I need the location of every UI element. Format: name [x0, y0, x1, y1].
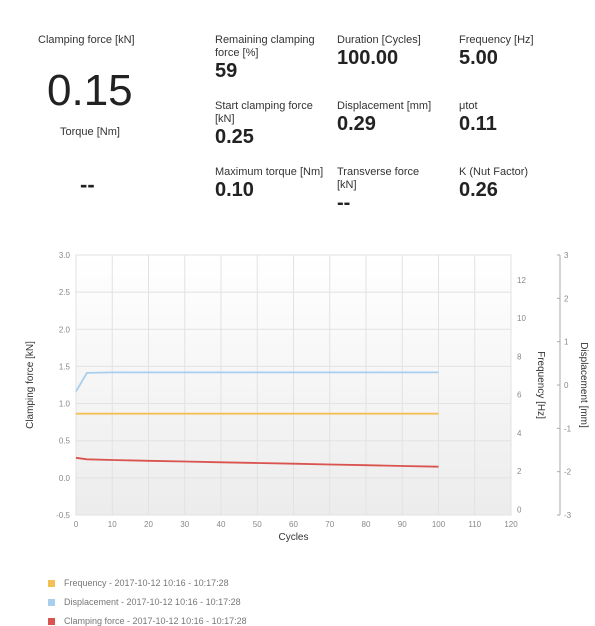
maximum-torque-value: 0.10 — [215, 179, 254, 201]
metric-k-nut-factor: K (Nut Factor) 0.26 — [459, 166, 569, 201]
metric-mu-tot: μtot 0.11 — [459, 100, 569, 135]
displacement-label: Displacement [mm] — [337, 100, 432, 112]
series-line-displacement — [75, 371, 439, 392]
k-nut-factor-label: K (Nut Factor) — [459, 166, 529, 178]
metric-maximum-torque: Maximum torque [Nm] 0.10 — [215, 166, 325, 201]
remaining-clamping-force-label: Remaining clamping force [%] — [215, 34, 315, 59]
y-right2-tick-label: 2 — [564, 294, 569, 303]
y-right2-tick-label: -2 — [564, 468, 572, 477]
y-right1-tick-label: 10 — [517, 314, 526, 323]
k-nut-factor-value: 0.26 — [459, 179, 498, 201]
x-tick-label: 110 — [468, 520, 481, 529]
x-tick-label: 0 — [74, 520, 79, 529]
metric-remaining-clamping-force: Remaining clamping force [%] 59 — [215, 34, 325, 82]
metric-transverse-force: Transverse force [kN] -- — [337, 166, 437, 214]
y-right1-tick-label: 4 — [517, 429, 522, 438]
y-left-tick-label: 2.5 — [59, 288, 71, 297]
remaining-clamping-force-value: 59 — [215, 60, 238, 82]
mu-tot-value: 0.11 — [459, 113, 497, 135]
metric-start-clamping-force: Start clamping force [kN] 0.25 — [215, 100, 325, 148]
start-clamping-force-label: Start clamping force [kN] — [215, 100, 313, 125]
mu-tot-label: μtot — [459, 100, 478, 112]
y-left-tick-label: -0.5 — [56, 511, 70, 520]
legend-item-clamping-force[interactable]: Clamping force - 2017-10-12 10:16 - 10:1… — [48, 616, 247, 626]
y-right2-tick-label: -3 — [564, 511, 572, 520]
x-tick-label: 100 — [432, 520, 446, 529]
x-tick-label: 80 — [362, 520, 371, 529]
y-right2-tick-label: -1 — [564, 424, 572, 433]
x-tick-label: 50 — [253, 520, 262, 529]
legend-label-frequency: Frequency - 2017-10-12 10:16 - 10:17:28 — [64, 578, 229, 588]
metric-torque: Torque [Nm] — [60, 126, 120, 139]
x-tick-label: 60 — [289, 520, 298, 529]
clamping-force-label: Clamping force [kN] — [38, 34, 135, 46]
x-tick-label: 120 — [504, 520, 518, 529]
duration-label: Duration [Cycles] — [337, 34, 421, 46]
displacement-value: 0.29 — [337, 113, 376, 135]
y-right1-tick-label: 8 — [517, 352, 522, 361]
y-left-tick-label: 3.0 — [59, 251, 71, 260]
start-clamping-force-value: 0.25 — [215, 126, 254, 148]
y-right2-tick-label: 3 — [564, 251, 569, 260]
duration-value: 100.00 — [337, 47, 399, 69]
y-right1-tick-label: 6 — [517, 391, 522, 400]
transverse-force-value: -- — [337, 192, 351, 214]
y-right1-tick-label: 12 — [517, 276, 526, 285]
chart: 0 10 20 30 40 50 60 70 80 90 100 110 1203.02.52.01.5… — [25, 251, 589, 543]
legend-swatch-frequency — [48, 579, 55, 587]
clamping-force-value: 0.15 — [47, 66, 133, 115]
legend-item-frequency[interactable]: Frequency - 2017-10-12 10:16 - 10:17:28 — [48, 578, 229, 588]
frequency-value: 5.00 — [459, 47, 498, 69]
metric-duration: Duration [Cycles] 100.00 — [337, 34, 452, 69]
legend-label-clamping-force: Clamping force - 2017-10-12 10:16 - 10:1… — [64, 616, 247, 626]
frequency-label: Frequency [Hz] — [459, 34, 534, 46]
x-tick-label: 10 — [108, 520, 117, 529]
y-left-tick-label: 1.5 — [59, 362, 71, 371]
legend-item-displacement[interactable]: Displacement - 2017-10-12 10:16 - 10:17:… — [48, 597, 241, 607]
x-tick-label: 70 — [325, 520, 334, 529]
metric-clamping-force: Clamping force [kN] — [38, 34, 158, 47]
y-right2-axis-title: Displacement [mm] — [578, 342, 589, 428]
y-right1-tick-label: 0 — [517, 505, 522, 514]
y-left-tick-label: 2.0 — [59, 325, 71, 334]
maximum-torque-label: Maximum torque [Nm] — [215, 166, 324, 178]
transverse-force-label: Transverse force [kN] — [337, 166, 420, 191]
series-line-clamping-force — [75, 456, 439, 468]
metric-displacement: Displacement [mm] 0.29 — [337, 100, 452, 135]
torque-value: -- — [80, 172, 95, 197]
torque-label: Torque [Nm] — [60, 126, 120, 138]
legend-label-displacement: Displacement - 2017-10-12 10:16 - 10:17:… — [64, 597, 241, 607]
legend-swatch-displacement — [48, 598, 55, 606]
x-tick-label: 30 — [180, 520, 189, 529]
legend-swatch-clamping-force — [48, 617, 55, 625]
x-tick-label: 40 — [217, 520, 226, 529]
x-axis-title: Cycles — [278, 532, 308, 543]
y-right2-tick-label: 0 — [564, 381, 569, 390]
metric-frequency: Frequency [Hz] 5.00 — [459, 34, 569, 69]
x-tick-label: 90 — [398, 520, 407, 529]
x-tick-label: 20 — [144, 520, 153, 529]
y-right1-axis-title: Frequency [Hz] — [535, 351, 546, 419]
y-right1-tick-label: 2 — [517, 467, 522, 476]
y-right2-tick-label: 1 — [564, 338, 569, 347]
y-left-axis-title: Clamping force [kN] — [25, 341, 36, 429]
y-left-tick-label: 1.0 — [59, 400, 71, 409]
y-left-tick-label: 0.5 — [59, 437, 71, 446]
y-left-tick-label: 0.0 — [59, 474, 71, 483]
